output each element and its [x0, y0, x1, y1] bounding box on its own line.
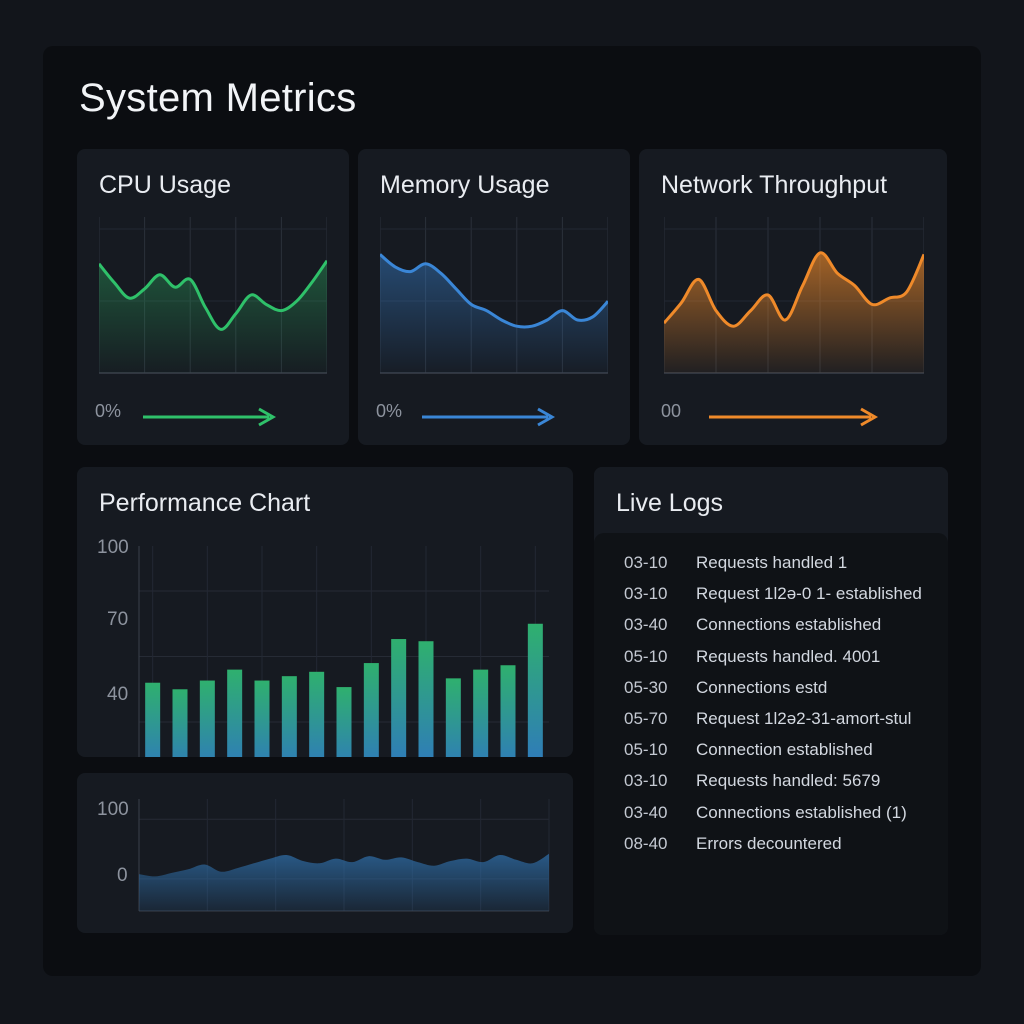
performance-bar[interactable]	[309, 671, 325, 757]
performance-chart-card[interactable]: Performance Chart 100 70 40	[77, 467, 573, 757]
performance-bar[interactable]	[172, 689, 188, 757]
log-entry: 05-30 Connections estd	[624, 678, 827, 698]
performance-bar[interactable]	[445, 678, 461, 757]
performance-bar[interactable]	[336, 687, 352, 757]
log-time: 05-70	[624, 709, 668, 728]
throughput-area-chart: 100 0	[97, 799, 550, 912]
log-message: Errors decountered	[696, 834, 842, 853]
performance-bar[interactable]	[363, 663, 379, 757]
log-message: Request 1l2ə2-31-amort-stul	[696, 709, 912, 728]
network-throughput-title: Network Throughput	[661, 171, 888, 199]
live-logs-list[interactable]: 03-10 Requests handled 1 03-10 Request 1l2…	[594, 533, 948, 935]
log-time: 08-40	[624, 834, 668, 853]
performance-bar[interactable]	[281, 676, 297, 757]
log-message: Requests handled 1	[696, 553, 848, 572]
log-entry: 03-40 Connections established	[624, 615, 881, 635]
network-arrow-icon	[709, 407, 879, 427]
log-time: 03-40	[624, 803, 668, 822]
live-logs-title: Live Logs	[616, 489, 724, 517]
memory-usage-sparkline	[380, 217, 608, 374]
network-throughput-card[interactable]: Network Throughput 00	[639, 149, 947, 445]
area-ytick-label: 100	[97, 799, 129, 820]
log-time: 05-10	[624, 647, 668, 666]
memory-usage-card[interactable]: Memory Usage 0%	[358, 149, 630, 445]
log-entry: 08-40 Errors decountered	[624, 834, 842, 854]
performance-bar[interactable]	[145, 682, 161, 757]
memory-usage-title: Memory Usage	[380, 171, 550, 199]
network-throughput-sparkline	[664, 217, 924, 374]
log-entry: 03-10 Requests handled 1	[624, 553, 847, 573]
cpu-usage-area	[99, 260, 327, 373]
log-message: Connections established (1)	[696, 803, 907, 822]
log-entry: 05-10 Requests handled. 4001	[624, 647, 880, 667]
log-message: Request 1l2ə-0 1- established	[696, 584, 922, 603]
log-time: 03-10	[624, 553, 668, 572]
live-logs-card[interactable]: Live Logs 03-10 Requests handled 1 03-10 R…	[594, 467, 948, 935]
cpu-usage-title: CPU Usage	[99, 171, 231, 199]
performance-bar[interactable]	[254, 680, 270, 757]
log-time: 05-10	[624, 740, 668, 759]
log-entry: 05-10 Connection established	[624, 740, 873, 760]
memory-start-label: 0%	[376, 401, 403, 421]
network-throughput-line	[664, 251, 924, 328]
network-start-label: 00	[661, 401, 682, 421]
log-time: 05-30	[624, 678, 668, 697]
log-message: Connections established	[696, 615, 882, 634]
log-entry: 03-10 Request 1l2ə-0 1- established	[624, 584, 922, 604]
performance-bar[interactable]	[391, 639, 407, 757]
area-chart-card[interactable]: 100 0	[77, 773, 573, 933]
perf-ytick-label: 40	[107, 684, 128, 705]
perf-ytick-label: 70	[107, 609, 128, 630]
log-time: 03-40	[624, 615, 668, 634]
performance-bar[interactable]	[500, 665, 516, 757]
log-time: 03-10	[624, 584, 668, 603]
cpu-usage-card[interactable]: CPU Usage 0%	[77, 149, 349, 445]
log-message: Connections estd	[696, 678, 828, 697]
dashboard-frame: System Metrics CPU Usage 0% Memory Usage	[43, 46, 981, 976]
log-message: Connection established	[696, 740, 873, 759]
performance-bar[interactable]	[418, 641, 434, 757]
log-entry: 03-40 Connections established (1)	[624, 803, 907, 823]
log-time: 03-10	[624, 771, 668, 790]
live-logs-header	[594, 467, 948, 533]
performance-bar[interactable]	[199, 680, 215, 757]
area-ytick-label: 0	[117, 865, 128, 886]
memory-usage-line	[380, 253, 608, 329]
network-throughput-area	[664, 252, 924, 373]
cpu-usage-sparkline	[99, 217, 327, 374]
cpu-arrow-icon	[143, 407, 277, 427]
memory-usage-area	[380, 254, 608, 373]
perf-ytick-label: 100	[97, 537, 129, 558]
performance-bar[interactable]	[227, 669, 243, 757]
performance-bar[interactable]	[473, 669, 489, 757]
performance-bar[interactable]	[527, 623, 543, 757]
performance-bar-chart: 100 70 40	[97, 537, 549, 757]
log-entry: 03-10 Requests handled: 5679	[624, 771, 880, 791]
memory-arrow-icon	[422, 407, 556, 427]
log-entry: 05-70 Request 1l2ə2-31-amort-stul	[624, 709, 911, 729]
cpu-start-label: 0%	[95, 401, 122, 421]
cpu-usage-line	[99, 259, 327, 331]
page-title: System Metrics	[79, 76, 357, 120]
log-message: Requests handled: 5679	[696, 771, 881, 790]
performance-chart-title: Performance Chart	[99, 489, 311, 517]
throughput-area-fill	[139, 853, 549, 911]
log-message: Requests handled. 4001	[696, 647, 881, 666]
